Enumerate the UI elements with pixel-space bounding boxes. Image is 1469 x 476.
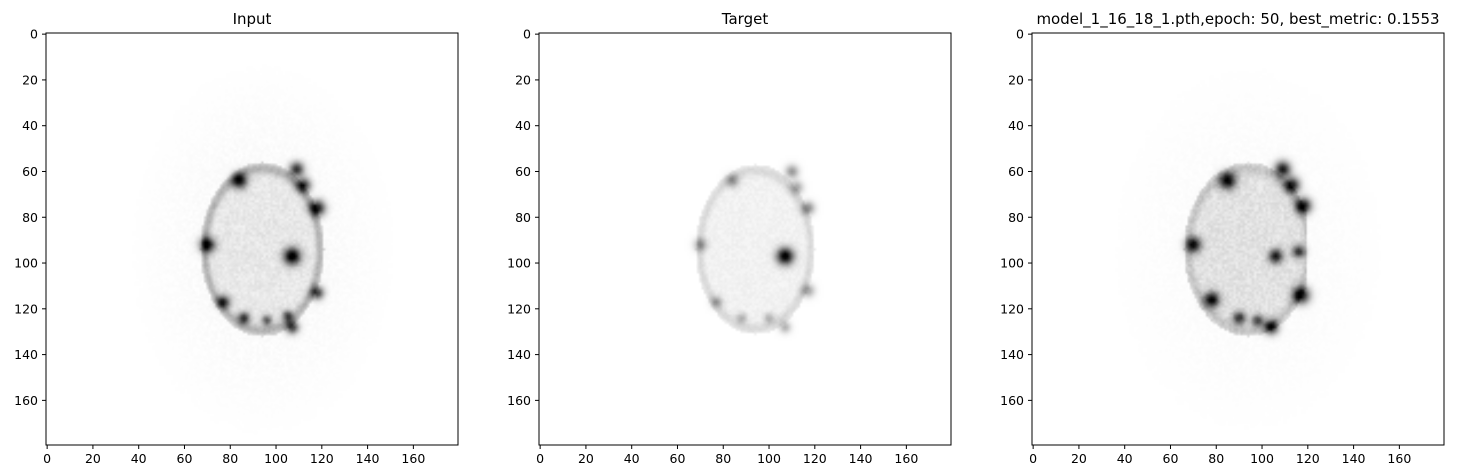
y-tick-label: 100 bbox=[1000, 256, 1024, 271]
x-tick-label: 60 bbox=[670, 451, 686, 466]
x-tick-label: 60 bbox=[1163, 451, 1179, 466]
y-tick-label: 40 bbox=[515, 118, 531, 133]
x-tick-label: 80 bbox=[715, 451, 731, 466]
x-tick-label: 60 bbox=[177, 451, 193, 466]
y-tick-label: 100 bbox=[14, 256, 38, 271]
x-tick-label: 140 bbox=[1342, 451, 1366, 466]
y-tick-label: 60 bbox=[22, 164, 38, 179]
heatmap-image bbox=[1032, 33, 1444, 445]
panel-title: model_1_16_18_1.pth,epoch: 50, best_metr… bbox=[1036, 10, 1439, 29]
y-tick-label: 20 bbox=[515, 72, 531, 87]
y-tick-label: 0 bbox=[30, 27, 38, 42]
y-tick-label: 40 bbox=[1008, 118, 1024, 133]
panel-3: model_1_16_18_1.pth,epoch: 50, best_metr… bbox=[1000, 10, 1445, 466]
y-tick-label: 120 bbox=[507, 301, 531, 316]
y-tick-label: 80 bbox=[515, 210, 531, 225]
x-tick-label: 120 bbox=[310, 451, 334, 466]
x-tick-label: 160 bbox=[1387, 451, 1411, 466]
y-tick-label: 140 bbox=[1000, 347, 1024, 362]
x-tick-label: 80 bbox=[1208, 451, 1224, 466]
x-tick-label: 0 bbox=[43, 451, 51, 466]
axes-frame bbox=[538, 32, 952, 446]
x-tick-label: 0 bbox=[1029, 451, 1037, 466]
x-tick-label: 40 bbox=[1117, 451, 1133, 466]
panel-title: Target bbox=[721, 10, 769, 28]
x-tick-label: 20 bbox=[85, 451, 101, 466]
x-tick-label: 100 bbox=[1250, 451, 1274, 466]
axes-frame bbox=[45, 32, 459, 446]
x-tick-label: 80 bbox=[222, 451, 238, 466]
y-tick-label: 160 bbox=[1000, 393, 1024, 408]
x-tick-label: 120 bbox=[1296, 451, 1320, 466]
x-tick-label: 40 bbox=[624, 451, 640, 466]
x-tick-label: 100 bbox=[264, 451, 288, 466]
y-tick-label: 80 bbox=[1008, 210, 1024, 225]
y-tick-label: 120 bbox=[14, 301, 38, 316]
y-tick-label: 20 bbox=[1008, 72, 1024, 87]
x-tick-label: 160 bbox=[401, 451, 425, 466]
x-tick-label: 20 bbox=[578, 451, 594, 466]
y-tick-label: 140 bbox=[507, 347, 531, 362]
x-tick-label: 20 bbox=[1071, 451, 1087, 466]
axes-frame bbox=[1031, 32, 1445, 446]
y-tick-label: 140 bbox=[14, 347, 38, 362]
panel-2: Target 0 20 40 60 80 100 120 140 160 0 20 40 60 80 100 1… bbox=[507, 10, 952, 466]
panel-1: Input 0 20 40 60 80 100 120 140 160 0 20 40 60 80 100 12… bbox=[14, 10, 459, 466]
y-tick-label: 160 bbox=[14, 393, 38, 408]
y-tick-label: 20 bbox=[22, 72, 38, 87]
y-tick-label: 100 bbox=[507, 256, 531, 271]
heatmap-image bbox=[539, 33, 951, 445]
y-tick-label: 60 bbox=[515, 164, 531, 179]
y-tick-label: 160 bbox=[507, 393, 531, 408]
y-tick-label: 60 bbox=[1008, 164, 1024, 179]
y-tick-label: 80 bbox=[22, 210, 38, 225]
panel-title: Input bbox=[233, 10, 272, 28]
x-tick-label: 140 bbox=[356, 451, 380, 466]
x-tick-label: 160 bbox=[894, 451, 918, 466]
y-tick-label: 0 bbox=[523, 27, 531, 42]
x-tick-label: 120 bbox=[803, 451, 827, 466]
y-tick-label: 40 bbox=[22, 118, 38, 133]
y-tick-label: 120 bbox=[1000, 301, 1024, 316]
heatmap-image bbox=[46, 33, 458, 445]
x-tick-label: 140 bbox=[849, 451, 873, 466]
x-tick-label: 40 bbox=[131, 451, 147, 466]
x-tick-label: 100 bbox=[757, 451, 781, 466]
x-tick-label: 0 bbox=[536, 451, 544, 466]
y-tick-label: 0 bbox=[1016, 27, 1024, 42]
